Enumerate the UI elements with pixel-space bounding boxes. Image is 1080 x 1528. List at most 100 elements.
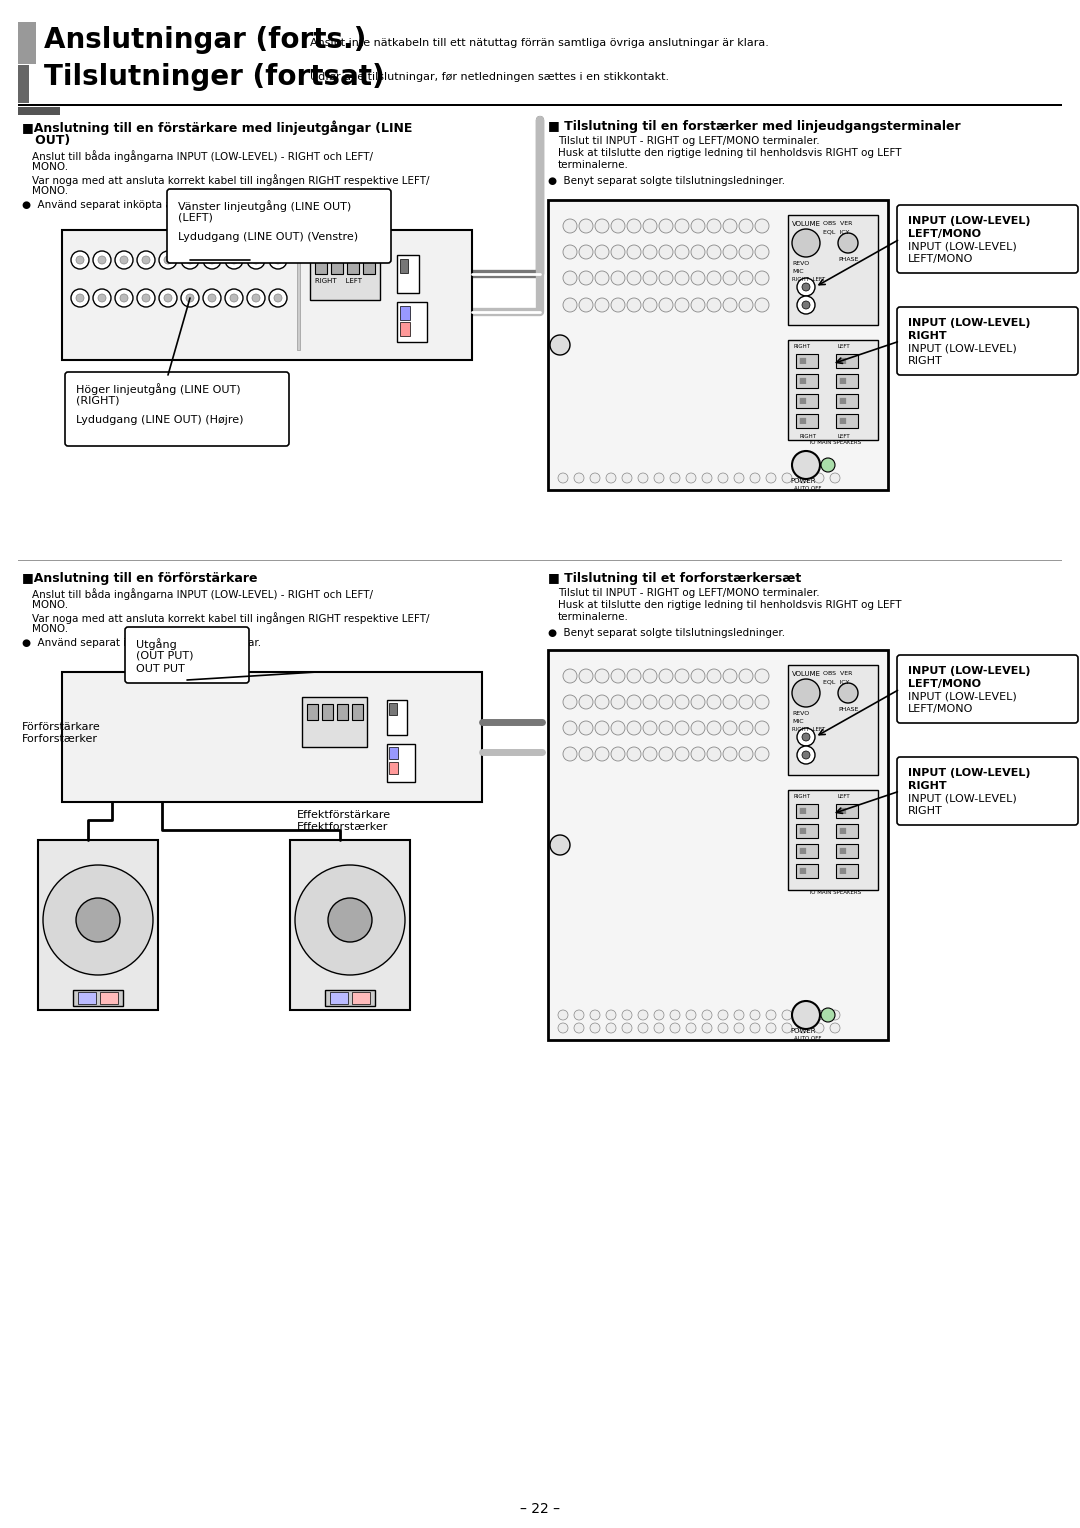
Text: ●  Använd separat inköpta anslutningskablar.: ● Använd separat inköpta anslutningskabl… (22, 639, 261, 648)
Bar (18, 21, 36, 64)
Circle shape (643, 721, 657, 735)
Circle shape (734, 1010, 744, 1021)
Text: Anslut till båda ingångarna INPUT (LOW-LEVEL) - RIGHT och LEFT/: Anslut till båda ingångarna INPUT (LOW-L… (32, 588, 373, 601)
Circle shape (274, 257, 282, 264)
Circle shape (739, 747, 753, 761)
Circle shape (208, 257, 216, 264)
Text: RIGHT: RIGHT (793, 795, 810, 799)
Circle shape (643, 669, 657, 683)
Circle shape (739, 721, 753, 735)
Circle shape (579, 244, 593, 260)
Bar (836, 414, 858, 428)
Circle shape (723, 244, 737, 260)
Circle shape (203, 289, 221, 307)
Circle shape (654, 474, 664, 483)
Circle shape (627, 695, 642, 709)
Circle shape (579, 270, 593, 286)
Circle shape (659, 747, 673, 761)
Circle shape (120, 293, 129, 303)
FancyBboxPatch shape (65, 371, 289, 446)
Circle shape (573, 1010, 584, 1021)
Circle shape (838, 232, 858, 254)
Bar (352, 992, 370, 1004)
Circle shape (766, 474, 777, 483)
Text: RIGHT  LEFT: RIGHT LEFT (792, 727, 825, 732)
Circle shape (563, 219, 577, 232)
Circle shape (782, 1010, 792, 1021)
Text: INPUT (LOW-LEVEL): INPUT (LOW-LEVEL) (908, 769, 1030, 778)
Circle shape (114, 251, 133, 269)
Bar (788, 341, 878, 440)
Text: Effektförstärkare: Effektförstärkare (297, 810, 391, 821)
Circle shape (247, 251, 265, 269)
Bar (400, 306, 410, 319)
Circle shape (328, 898, 372, 941)
Circle shape (627, 669, 642, 683)
Text: EQL  ICY: EQL ICY (823, 678, 849, 685)
Text: MIC: MIC (792, 269, 804, 274)
FancyBboxPatch shape (897, 756, 1078, 825)
Bar (330, 992, 348, 1004)
Bar (836, 354, 858, 368)
Bar (363, 258, 375, 274)
Bar (796, 354, 818, 368)
Text: ■ Tilslutning til et forforstærkersæt: ■ Tilslutning til et forforstærkersæt (548, 571, 801, 585)
Circle shape (802, 733, 810, 741)
FancyBboxPatch shape (897, 656, 1078, 723)
Text: Effektforstærker: Effektforstærker (297, 822, 389, 833)
Text: INPUT (LOW-LEVEL): INPUT (LOW-LEVEL) (908, 344, 1016, 353)
Text: Husk at tilslutte den rigtige ledning til henholdsvis RIGHT og LEFT: Husk at tilslutte den rigtige ledning ti… (558, 601, 902, 610)
Text: Vänster linjeutgång (LINE OUT): Vänster linjeutgång (LINE OUT) (178, 200, 351, 212)
Circle shape (797, 296, 815, 313)
Circle shape (98, 293, 106, 303)
FancyBboxPatch shape (897, 307, 1078, 374)
Circle shape (611, 298, 625, 312)
Text: INPUT (LOW-LEVEL): INPUT (LOW-LEVEL) (908, 215, 1030, 226)
Circle shape (814, 1024, 824, 1033)
Text: MONO.: MONO. (32, 601, 68, 610)
Circle shape (590, 1024, 600, 1033)
Bar (38, 840, 158, 1010)
Bar (325, 990, 375, 1005)
Circle shape (269, 289, 287, 307)
Circle shape (675, 244, 689, 260)
Circle shape (838, 683, 858, 703)
Circle shape (638, 1024, 648, 1033)
Bar (18, 104, 1062, 105)
Circle shape (252, 293, 260, 303)
Text: TO MAIN SPEAKERS: TO MAIN SPEAKERS (808, 440, 861, 445)
Bar (796, 394, 818, 408)
Circle shape (230, 257, 238, 264)
Circle shape (247, 289, 265, 307)
Circle shape (622, 474, 632, 483)
Text: RIGHT: RIGHT (908, 781, 947, 792)
Circle shape (71, 289, 89, 307)
Text: MONO.: MONO. (32, 623, 68, 634)
Bar (397, 303, 427, 342)
Circle shape (230, 293, 238, 303)
Text: AUTO OFF: AUTO OFF (794, 486, 822, 490)
Bar (796, 374, 818, 388)
Text: LEFT/MONO: LEFT/MONO (908, 704, 973, 715)
Circle shape (573, 474, 584, 483)
Text: Anslutningar (forts.): Anslutningar (forts.) (44, 26, 366, 53)
Text: Husk at tilslutte den rigtige ledning til henholdsvis RIGHT og LEFT: Husk at tilslutte den rigtige ledning ti… (558, 148, 902, 157)
Circle shape (659, 721, 673, 735)
Circle shape (670, 1010, 680, 1021)
Text: Anslut till båda ingångarna INPUT (LOW-LEVEL) - RIGHT och LEFT/: Anslut till båda ingångarna INPUT (LOW-L… (32, 150, 373, 162)
Text: VOLUME: VOLUME (792, 222, 821, 228)
Text: Anslut inte nätkabeln till ett nätuttag förrän samtliga övriga anslutningar är k: Anslut inte nätkabeln till ett nätuttag … (310, 38, 769, 47)
Bar (796, 414, 818, 428)
Circle shape (686, 1024, 696, 1033)
Circle shape (831, 474, 840, 483)
Text: LEFT/MONO: LEFT/MONO (908, 254, 973, 264)
Text: RIGHT: RIGHT (908, 807, 943, 816)
Circle shape (702, 474, 712, 483)
Circle shape (550, 834, 570, 856)
Text: REVO: REVO (792, 711, 809, 717)
Circle shape (766, 1010, 777, 1021)
Circle shape (755, 747, 769, 761)
Text: RIGHT  LEFT: RIGHT LEFT (792, 277, 825, 283)
Text: ■: ■ (838, 376, 846, 385)
Circle shape (595, 244, 609, 260)
